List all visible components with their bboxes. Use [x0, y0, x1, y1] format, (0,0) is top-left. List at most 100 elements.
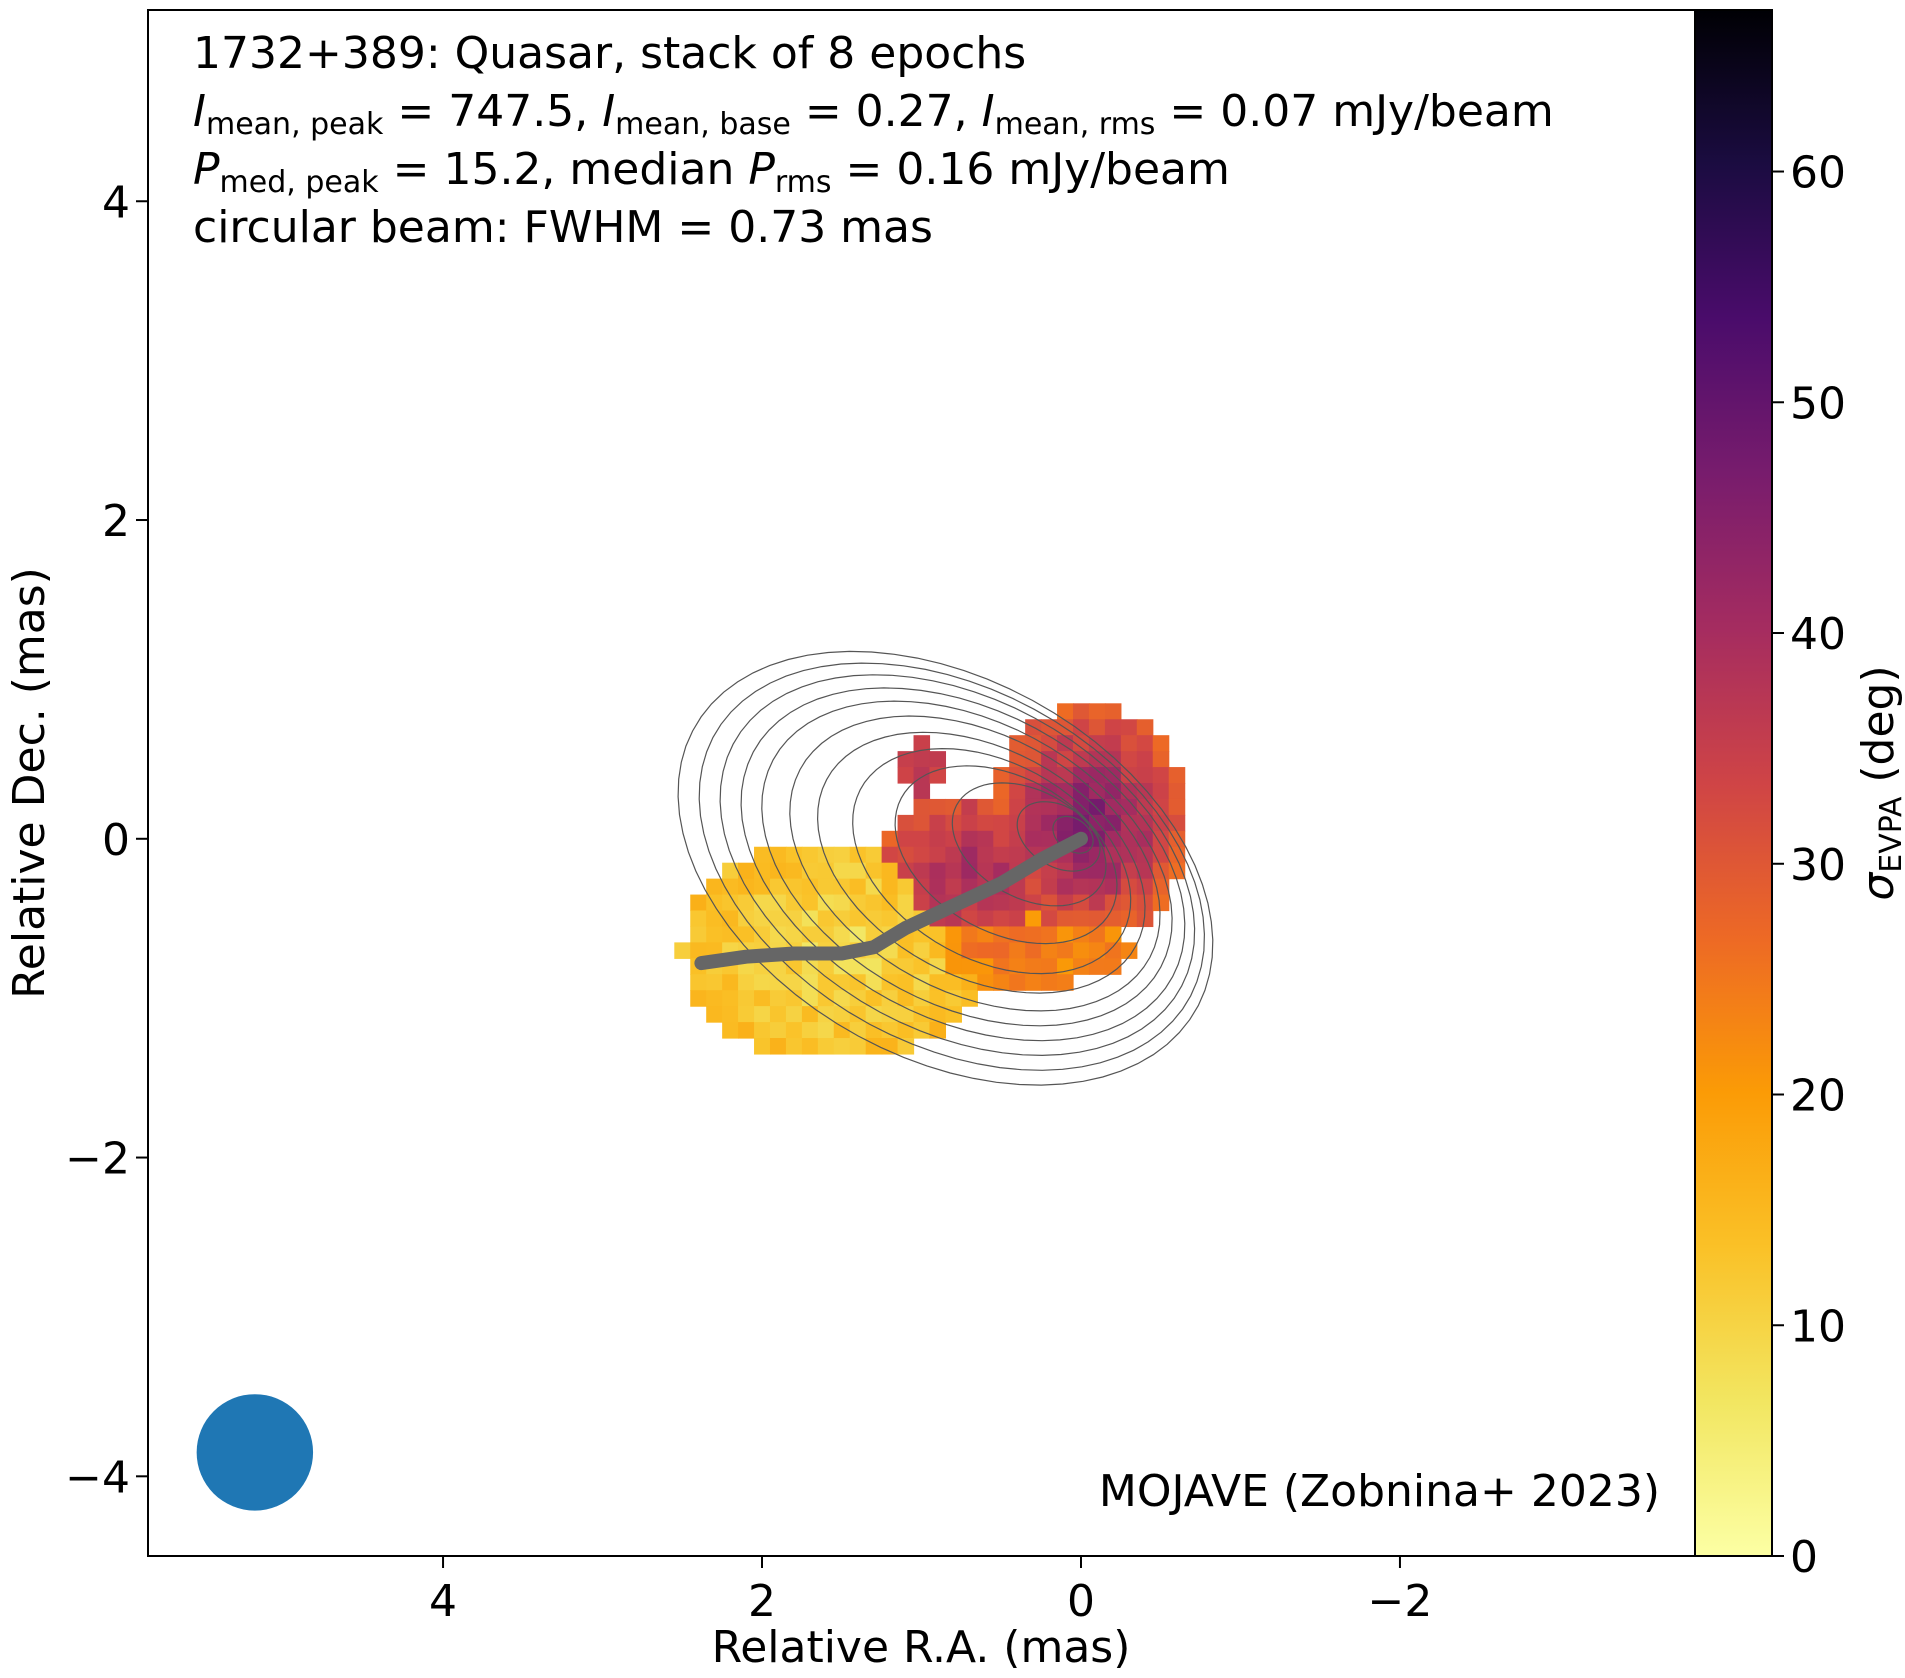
contour-level: [719, 674, 1196, 1057]
heatmap-cell: [961, 974, 978, 991]
heatmap-cell: [849, 846, 867, 864]
heatmap-cell: [785, 958, 803, 975]
heatmap-cell: [785, 894, 803, 912]
heatmap-cell: [833, 1022, 851, 1039]
heatmap-cell: [1088, 703, 1106, 720]
heatmap-cell: [674, 942, 691, 959]
heatmap-cell: [1025, 798, 1042, 816]
heatmap-cell: [913, 814, 931, 832]
colorbar-tick-label: 20: [1790, 1071, 1846, 1122]
heatmap-cell: [913, 942, 931, 959]
heatmap-cell: [897, 846, 915, 864]
heatmap-cell: [817, 974, 835, 991]
heatmap-cell: [1104, 751, 1122, 768]
heatmap-cell: [993, 974, 1010, 991]
heatmap-cell: [1025, 814, 1042, 832]
heatmap-cell: [929, 751, 947, 768]
heatmap-cell: [993, 783, 1010, 800]
heatmap-cell: [1152, 735, 1170, 752]
heatmap-cell: [1104, 735, 1122, 752]
y-tick-label: 2: [102, 496, 130, 547]
heatmap-cell: [1120, 735, 1138, 752]
contour-level: [740, 687, 1186, 1042]
heatmap-cell: [913, 1006, 931, 1023]
heatmap-cell: [849, 958, 867, 975]
heatmap-cell: [849, 862, 867, 880]
heatmap-cell: [754, 990, 771, 1007]
heatmap-cell: [690, 990, 707, 1007]
heatmap-cell: [1120, 814, 1138, 832]
heatmap-cell: [769, 926, 787, 943]
heatmap-cell: [1168, 783, 1186, 800]
jet-ridge-line: [694, 831, 1088, 971]
heatmap-cell: [1073, 767, 1090, 784]
heatmap-cell: [817, 878, 835, 896]
heatmap-cell: [1136, 846, 1154, 864]
heatmap-cell: [1073, 862, 1090, 880]
heatmap-cell: [1088, 846, 1106, 864]
heatmap-cell: [1104, 958, 1122, 975]
heatmap-cell: [1120, 862, 1138, 880]
heatmap-cell: [769, 990, 787, 1007]
heatmap-cell: [1136, 783, 1154, 800]
contour-level: [677, 650, 1214, 1086]
heatmap-cell: [1073, 783, 1090, 800]
heatmap-cell: [1152, 862, 1170, 880]
contour-level: [789, 715, 1161, 1012]
heatmap-cell: [881, 878, 899, 896]
heatmap-cell: [722, 990, 739, 1007]
heatmap-cell: [690, 974, 707, 991]
heatmap-cell: [706, 974, 723, 991]
heatmap-cell: [1104, 830, 1122, 848]
heatmap-cell: [1025, 974, 1042, 991]
heatmap-cell: [754, 910, 771, 928]
heatmap-cell: [1057, 974, 1074, 991]
heatmap-cell: [913, 1022, 931, 1039]
heatmap-cell: [897, 830, 915, 848]
heatmap-cell: [1073, 846, 1090, 864]
heatmap-cell: [1104, 862, 1122, 880]
heatmap-cell: [722, 1022, 739, 1039]
heatmap-cell: [801, 894, 819, 912]
heatmap-cell: [913, 735, 931, 752]
y-axis-label: Relative Dec. (mas): [4, 567, 55, 999]
colorbar: [1694, 9, 1773, 1557]
heatmap-cell: [1073, 910, 1090, 928]
heatmap-cell: [913, 974, 931, 991]
heatmap-cell: [1057, 798, 1074, 816]
heatmap-cell: [1057, 735, 1074, 752]
heatmap-cell: [1120, 719, 1138, 736]
heatmap-cell: [945, 958, 962, 975]
heatmap-cell: [913, 878, 931, 896]
intensity-contours: [677, 650, 1214, 1086]
heatmap-cell: [833, 958, 851, 975]
heatmap-cell: [785, 1038, 803, 1055]
heatmap-cell: [1057, 942, 1074, 959]
heatmap-cell: [929, 1006, 947, 1023]
heatmap-cell: [801, 862, 819, 880]
heatmap-cell: [993, 830, 1010, 848]
heatmap-cell: [722, 910, 739, 928]
heatmap-cell: [1073, 735, 1090, 752]
heatmap-cell: [1168, 798, 1186, 816]
heatmap-cell: [913, 798, 931, 816]
heatmap-cell: [1041, 942, 1058, 959]
contour-level: [816, 731, 1146, 994]
heatmap-cell: [1041, 878, 1058, 896]
heatmap-cell: [1025, 735, 1042, 752]
heatmap-cell: [881, 1038, 899, 1055]
heatmap-cell: [785, 1006, 803, 1023]
heatmap-cell: [977, 910, 994, 928]
heatmap-cell: [769, 878, 787, 896]
annotation-line-3: Pmed, peak = 15.2, median Prms = 0.16 mJ…: [193, 144, 1230, 200]
heatmap-cell: [801, 958, 819, 975]
heatmap-cell: [1057, 878, 1074, 896]
heatmap-cell: [1025, 910, 1042, 928]
heatmap-cell: [881, 846, 899, 864]
heatmap-cell: [1073, 942, 1090, 959]
heatmap-cell: [1152, 751, 1170, 768]
colorbar-tick-label: 0: [1790, 1532, 1818, 1583]
heatmap-cell: [801, 1038, 819, 1055]
contour-level: [698, 662, 1206, 1071]
heatmap-cell: [1104, 942, 1122, 959]
